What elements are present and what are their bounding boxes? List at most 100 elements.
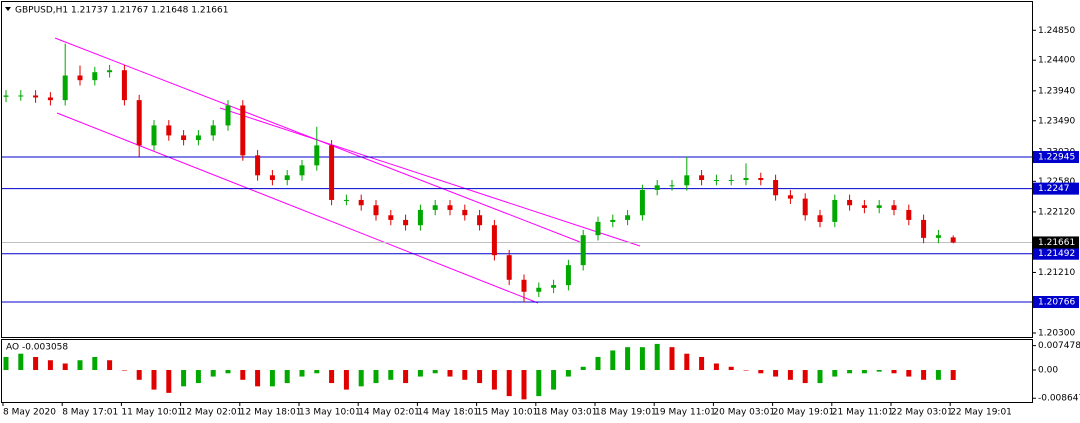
x-tick-label: 14 May 18:01 xyxy=(417,408,479,418)
level-label: 1.20766 xyxy=(1038,298,1075,308)
ao-bar xyxy=(343,370,349,390)
indicator-pane xyxy=(1,339,1033,403)
y-tick-label: 1.24400 xyxy=(1038,56,1075,66)
level-label: 1.21492 xyxy=(1038,249,1075,259)
indicator-y-tick-label: 0.007478 xyxy=(1038,341,1080,351)
candle-body xyxy=(151,125,157,146)
y-tick-label: 1.22580 xyxy=(1038,177,1075,187)
ao-bar xyxy=(18,353,24,371)
x-tick-label: 19 May 11:01 xyxy=(654,408,716,418)
ao-bar xyxy=(388,370,394,380)
ao-bar xyxy=(3,356,9,371)
x-tick-label: 12 May 02:01 xyxy=(181,408,243,418)
x-tick-label: 21 May 11:01 xyxy=(832,408,894,418)
ao-bar xyxy=(832,370,838,377)
candle-body xyxy=(284,175,290,180)
candle-body xyxy=(847,199,853,206)
candle-body xyxy=(181,135,187,141)
ao-bar xyxy=(33,356,39,371)
ao-bar xyxy=(935,370,941,380)
ao-bar xyxy=(669,347,675,371)
ao-bar xyxy=(758,370,764,374)
ao-bar xyxy=(284,370,290,384)
ao-bar xyxy=(491,370,497,390)
candle-body xyxy=(3,95,9,97)
ao-bar xyxy=(269,370,275,387)
ao-bar xyxy=(921,370,927,380)
ao-bar xyxy=(432,370,438,374)
candle-body xyxy=(935,235,941,238)
candle-body xyxy=(521,279,527,292)
ao-bar xyxy=(373,370,379,384)
ao-bar xyxy=(403,370,409,384)
candle-body xyxy=(403,219,409,226)
ao-bar xyxy=(107,360,113,371)
ao-bar xyxy=(536,370,542,397)
title-arrow xyxy=(5,7,11,11)
ao-bar xyxy=(595,356,601,371)
candle-body xyxy=(18,95,24,97)
candle-body xyxy=(699,175,705,180)
ao-bar xyxy=(639,347,645,371)
x-tick-label: 22 May 19:01 xyxy=(950,408,1012,418)
x-tick-label: 15 May 10:01 xyxy=(477,408,539,418)
x-tick-label: 18 May 19:01 xyxy=(595,408,657,418)
ao-bar xyxy=(950,370,956,380)
candle-body xyxy=(713,179,719,181)
candle-body xyxy=(595,221,601,236)
indicator-y-tick-label: 0.00 xyxy=(1038,366,1058,376)
ao-bar xyxy=(136,370,142,380)
candle-body xyxy=(506,255,512,280)
candle-body xyxy=(906,209,912,220)
candle-body xyxy=(861,205,867,208)
ao-bar xyxy=(891,370,897,374)
ao-bar xyxy=(787,370,793,380)
candle-body xyxy=(62,75,68,101)
ao-bar xyxy=(551,370,557,390)
candle-body xyxy=(876,205,882,208)
candle-body xyxy=(817,215,823,222)
candle-body xyxy=(921,219,927,238)
candle-body xyxy=(491,225,497,256)
ao-bar xyxy=(743,370,749,371)
ao-bar xyxy=(565,370,571,377)
candle-body xyxy=(462,209,468,216)
ao-bar xyxy=(447,370,453,377)
level-label: 1.2247 xyxy=(1038,184,1070,194)
level-label-box xyxy=(1033,296,1079,309)
x-tick-label: 12 May 18:01 xyxy=(240,408,302,418)
candle-body xyxy=(950,237,956,243)
ao-bar xyxy=(610,350,616,371)
ao-bar xyxy=(92,356,98,371)
y-tick-label: 1.23940 xyxy=(1038,86,1075,96)
level-label-box xyxy=(1033,151,1079,164)
x-tick-label: 11 May 10:01 xyxy=(121,408,183,418)
candle-body xyxy=(358,199,364,206)
ao-bar xyxy=(151,370,157,390)
candle-body xyxy=(610,219,616,222)
chart-title: GBPUSD,H1 1.21737 1.21767 1.21648 1.2166… xyxy=(15,6,228,16)
ao-bar xyxy=(521,370,527,400)
ao-bar xyxy=(210,370,216,377)
candle-body xyxy=(565,265,571,286)
ao-bar xyxy=(876,370,882,372)
x-tick-label: 22 May 03:01 xyxy=(891,408,953,418)
candle-body xyxy=(551,285,557,288)
level-label: 1.22945 xyxy=(1038,153,1075,163)
candle-body xyxy=(447,205,453,210)
ao-bar xyxy=(580,366,586,371)
candle-body xyxy=(477,215,483,226)
y-tick-label: 1.24850 xyxy=(1038,26,1075,36)
current-price-label: 1.21661 xyxy=(1038,238,1075,248)
indicator-y-tick-label: -0.008647 xyxy=(1038,394,1080,404)
candle-body xyxy=(136,100,142,146)
ao-bar xyxy=(699,356,705,371)
candle-body xyxy=(891,205,897,210)
candle-body xyxy=(33,95,39,98)
ao-bar xyxy=(314,370,320,374)
y-tick-label: 1.20300 xyxy=(1038,329,1075,339)
candle-body xyxy=(743,177,749,180)
x-tick-label: 18 May 03:01 xyxy=(536,408,598,418)
candle-body xyxy=(728,179,734,181)
